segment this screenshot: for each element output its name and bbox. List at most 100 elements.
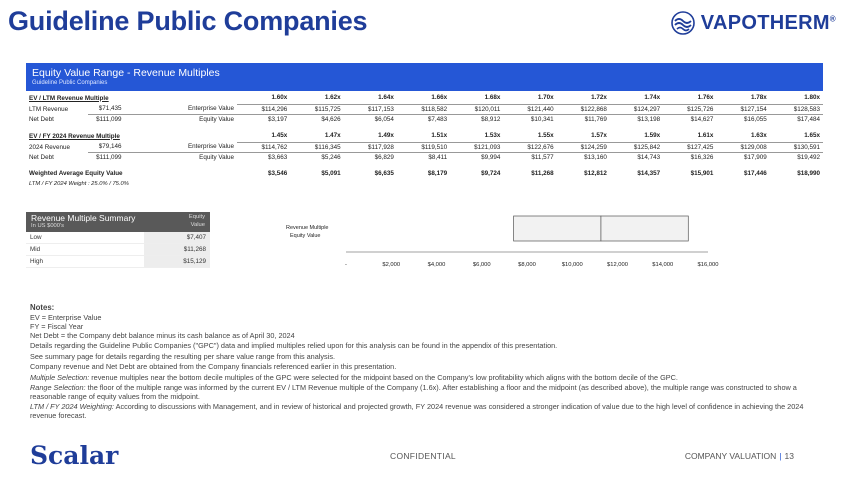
summary-value: $11,268 xyxy=(144,244,210,255)
fy-multiple: 1.55x xyxy=(503,130,557,143)
table-cell: $117,153 xyxy=(368,105,394,113)
table-cell: $17,484 xyxy=(769,113,823,124)
valuation-table: EV / LTM Revenue Multiple 1.60x 1.62x 1.64x… xyxy=(26,92,823,188)
weight-note: LTM / FY 2024 Weight : 25.0% / 75.0% xyxy=(29,180,129,187)
fy-multiple: 1.45x xyxy=(237,130,291,143)
table-cell: $119,510 xyxy=(421,143,448,151)
x-tick-label: $12,000 xyxy=(607,262,628,268)
fy-multiple: 1.47x xyxy=(290,130,344,143)
table-cell: $5,246 xyxy=(290,151,344,162)
note-paragraph: Details regarding the Guideline Public C… xyxy=(30,341,558,351)
table-row: Net Debt $111,099 Equity Value $3,197 $4,626… xyxy=(26,113,823,124)
table-row: 2024 Revenue $79,146 Enterprise Value $114,… xyxy=(26,142,823,152)
table-cell: $125,726 xyxy=(687,105,714,113)
weighted-value: $17,446 xyxy=(743,170,767,177)
ltm-multiple: 1.64x xyxy=(343,92,397,105)
row-value-type: Enterprise Value xyxy=(187,143,235,151)
summary-label: High xyxy=(30,258,43,265)
fy-multiple: 1.65x xyxy=(769,130,823,143)
note-paragraph: Company revenue and Net Debt are obtaine… xyxy=(30,362,397,372)
ltm-multiple: 1.76x xyxy=(663,92,717,105)
band-title: Equity Value Range - Revenue Multiples xyxy=(32,67,220,79)
weighted-value: $15,901 xyxy=(690,170,714,177)
table-cell: $16,055 xyxy=(716,113,770,124)
fy-multiple: 1.57x xyxy=(556,130,610,143)
table-cell: $120,011 xyxy=(474,105,501,113)
table-row: LTM Revenue $71,435 Enterprise Value $114,2… xyxy=(26,104,823,114)
fy-multiple: 1.49x xyxy=(343,130,397,143)
note-definition: EV = Enterprise Value xyxy=(30,313,102,323)
page-number: 13 xyxy=(784,451,794,461)
table-cell: $10,341 xyxy=(503,113,557,124)
weighted-row: Weighted Average Equity Value $3,546 $5,09… xyxy=(26,168,823,179)
row-value-type: Equity Value xyxy=(124,113,238,124)
weighted-value: $8,179 xyxy=(427,170,448,177)
table-cell: $14,743 xyxy=(609,151,664,162)
revenue-multiple-summary: Revenue Multiple Summary In US $000's Eq… xyxy=(26,212,210,268)
row-label: Net Debt xyxy=(29,153,54,161)
page-title: Guideline Public Companies xyxy=(8,6,368,36)
note-range-selection: Range Selection: the floor of the multip… xyxy=(30,382,797,401)
chart-category-label: Equity Value xyxy=(290,233,320,239)
x-tick-label: $6,000 xyxy=(473,262,491,268)
table-cell: $11,577 xyxy=(503,151,557,162)
scalar-logo: Scalar xyxy=(30,441,119,470)
table-cell: $129,008 xyxy=(740,143,767,151)
table-cell: $116,345 xyxy=(314,143,341,151)
ltm-multiple: 1.70x xyxy=(503,92,557,105)
weighted-value: $18,990 xyxy=(797,170,820,177)
table-cell: $125,842 xyxy=(633,143,661,151)
footer-separator: | xyxy=(779,451,782,461)
x-tick-label: $4,000 xyxy=(428,262,446,268)
x-tick-label: $8,000 xyxy=(518,262,536,268)
table-cell: $4,626 xyxy=(290,113,344,124)
table-cell: $127,425 xyxy=(687,143,714,151)
row-label: 2024 Revenue xyxy=(29,143,70,151)
x-tick-label: $10,000 xyxy=(562,262,583,268)
table-cell: $7,483 xyxy=(396,113,451,124)
summary-value: $15,129 xyxy=(144,256,210,267)
notes-heading: Notes: xyxy=(30,303,55,312)
table-cell: $117,928 xyxy=(368,143,394,151)
row-label: LTM Revenue xyxy=(29,105,69,113)
table-cell: $127,154 xyxy=(740,105,767,113)
weighted-value: $14,357 xyxy=(637,170,661,177)
table-cell: $11,769 xyxy=(556,113,610,124)
summary-row-low: Low $7,407 xyxy=(26,232,210,244)
summary-column-header: Equity Value xyxy=(188,214,205,228)
table-cell: $3,663 xyxy=(237,151,291,162)
ltm-header-row: EV / LTM Revenue Multiple 1.60x 1.62x 1.64x… xyxy=(26,92,823,105)
band-subtitle: Guideline Public Companies xyxy=(32,80,108,86)
ltm-multiple: 1.68x xyxy=(450,92,504,105)
note-paragraph: See summary page for details regarding t… xyxy=(30,351,336,361)
table-cell: $13,160 xyxy=(556,151,610,162)
vapotherm-logo: VAPOTHERM® xyxy=(670,11,836,35)
footer-section: COMPANY VALUATION | 13 xyxy=(685,451,794,461)
weighted-value: $9,724 xyxy=(481,170,501,177)
table-cell: $9,994 xyxy=(450,151,504,162)
section-band: Equity Value Range - Revenue Multiples G… xyxy=(26,63,823,91)
table-cell: $8,912 xyxy=(450,113,504,124)
summary-value: $7,407 xyxy=(144,232,210,243)
table-cell: $13,198 xyxy=(609,113,664,124)
equity-value-range-chart: Revenue Multiple Equity Value - $2,000 $4,00… xyxy=(250,208,750,278)
ltm-multiple: 1.80x xyxy=(769,92,823,105)
x-tick-label: $16,000 xyxy=(698,262,719,268)
table-cell: $124,259 xyxy=(580,143,607,151)
row-amount: $111,099 xyxy=(88,113,125,124)
weighted-value: $11,268 xyxy=(531,170,554,177)
table-cell: $17,909 xyxy=(716,151,770,162)
table-cell: $128,583 xyxy=(793,105,820,113)
summary-title: Revenue Multiple Summary xyxy=(31,213,136,223)
fy-multiple: 1.63x xyxy=(716,130,770,143)
table-cell: $121,093 xyxy=(474,143,501,151)
ltm-multiple: 1.72x xyxy=(556,92,610,105)
summary-row-mid: Mid $11,268 xyxy=(26,244,210,256)
table-cell: $121,440 xyxy=(527,105,554,113)
ltm-multiple: 1.78x xyxy=(716,92,770,105)
x-tick-label: - xyxy=(345,262,347,268)
row-amount: $79,146 xyxy=(98,143,122,151)
fy-multiple: 1.59x xyxy=(609,130,664,143)
summary-header: Revenue Multiple Summary In US $000's Eq… xyxy=(26,212,210,232)
fy-multiple: 1.51x xyxy=(396,130,451,143)
